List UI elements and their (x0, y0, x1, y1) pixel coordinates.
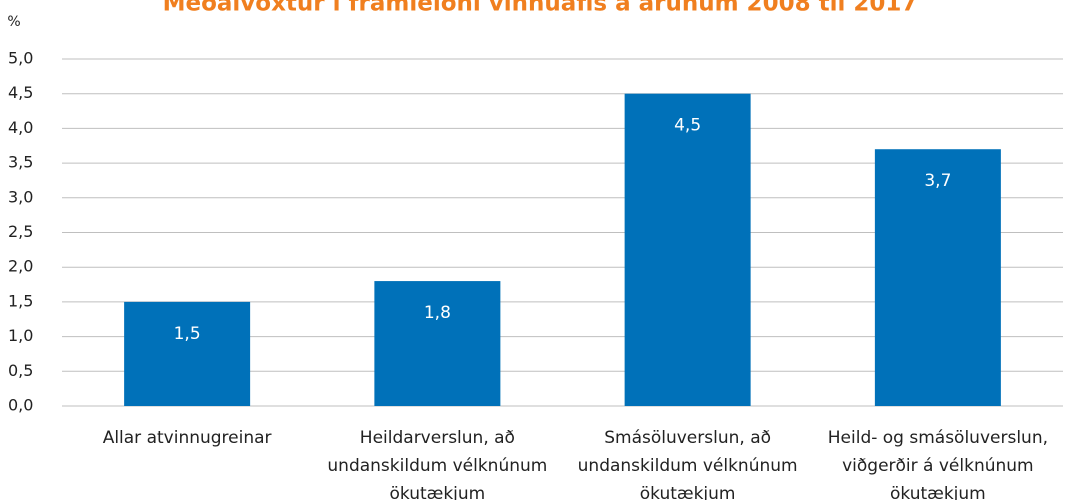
data-label: 4,5 (674, 116, 701, 136)
y-tick-label: 1,5 (8, 291, 33, 310)
bar (874, 149, 1001, 406)
y-tick-label: 3,5 (8, 153, 33, 172)
bar (624, 93, 751, 406)
x-tick-label: Heild- og smásöluverslun, viðgerðir á vé… (827, 428, 1048, 500)
y-tick-label: 4,0 (8, 118, 33, 137)
y-tick-label: 3,0 (8, 187, 33, 206)
y-tick-label: 2,0 (8, 257, 33, 276)
data-label: 1,8 (424, 303, 451, 323)
y-axis-label: % (7, 14, 20, 30)
y-tick-label: 0,5 (8, 361, 33, 380)
bar (124, 301, 251, 406)
y-tick-label: 2,5 (8, 222, 33, 241)
y-tick-label: 5,0 (8, 49, 33, 68)
bar (374, 281, 501, 406)
y-tick-label: 1,0 (8, 326, 33, 345)
y-tick-label: 0,0 (8, 396, 33, 415)
x-tick-label: Heildarverslun, að undanskildum vélknúnu… (327, 428, 548, 500)
chart-title: Meðalvöxtur í framleiðni vinnuafls á áru… (163, 0, 918, 17)
x-tick-label: Allar atvinnugreinar (102, 428, 272, 448)
y-tick-label: 4,5 (8, 83, 33, 102)
data-label: 1,5 (174, 324, 201, 344)
x-tick-label: Smásöluverslun, að undanskildum vélknúnu… (577, 428, 798, 500)
data-label: 3,7 (924, 171, 951, 191)
